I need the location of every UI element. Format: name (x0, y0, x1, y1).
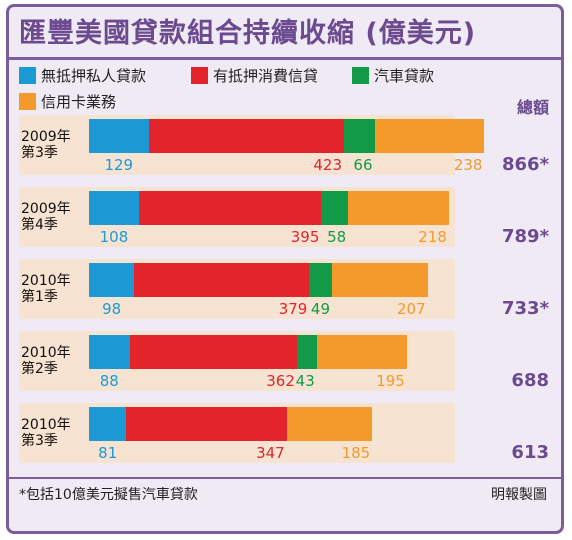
quarter-label-year: 2009年 (21, 201, 71, 217)
footer-divider (9, 477, 561, 479)
bar-segment-unsecured (89, 335, 130, 369)
value-label-card: 195 (376, 372, 405, 390)
legend-swatch-unsecured (19, 66, 36, 84)
bar-segment-unsecured (89, 119, 149, 153)
bar-segment-card (348, 191, 449, 225)
value-label-auto: 43 (295, 372, 315, 390)
legend-label-unsecured: 無抵押私人貸款 (41, 66, 147, 85)
legend-swatch-auto (352, 66, 369, 84)
bar-segment-card (332, 263, 428, 297)
bar-segment-secured (126, 407, 287, 441)
title-divider (9, 57, 561, 60)
total-value: 613 (511, 442, 549, 463)
quarter-label: 2010年 第1季 (21, 273, 87, 305)
total-value: 789* (502, 226, 549, 247)
bar-segment-card (374, 119, 485, 153)
quarter-label-quarter: 第3季 (21, 433, 58, 449)
legend-label-auto: 汽車貸款 (374, 66, 435, 85)
value-label-auto: 66 (353, 156, 373, 174)
total-header: 總額 (516, 98, 549, 117)
footnote: *包括10億美元擬售汽車貸款 (19, 487, 198, 503)
legend-item-secured: 有抵押消費信貸 (191, 65, 318, 85)
total-value: 688 (511, 370, 549, 391)
bar-segment-card (286, 407, 373, 441)
value-label-auto: 49 (310, 300, 330, 318)
bar-segment-unsecured (89, 407, 127, 441)
bar-segment-unsecured (89, 263, 135, 297)
bar-segment-secured (148, 119, 345, 153)
quarter-label-year: 2010年 (21, 345, 71, 361)
value-label-card: 207 (397, 300, 426, 318)
value-label-secured: 395 (290, 228, 320, 246)
bar-segment-auto (309, 263, 332, 297)
value-label-unsecured: 88 (99, 372, 119, 390)
bar-segment-auto (344, 119, 375, 153)
credit: 明報製圖 (491, 487, 547, 503)
value-label-unsecured: 81 (98, 444, 118, 462)
legend-item-card: 信用卡業務 (19, 91, 116, 111)
bar-segment-secured (134, 263, 310, 297)
quarter-label: 2010年 第2季 (21, 345, 87, 377)
bar-segment-secured (129, 335, 297, 369)
value-label-card: 185 (341, 444, 371, 462)
chart-title: 匯豐美國貸款組合持續收縮 (億美元) (19, 18, 477, 49)
value-label-card: 218 (418, 228, 447, 246)
quarter-label-quarter: 第1季 (21, 289, 58, 305)
bar-segment-auto (321, 191, 349, 225)
chart-frame: 匯豐美國貸款組合持續收縮 (億美元) 無抵押私人貸款 有抵押消費信貸 汽車貸款 … (6, 4, 564, 534)
value-label-secured: 362 (266, 372, 295, 390)
value-label-card: 238 (453, 156, 483, 174)
legend-swatch-card (19, 92, 36, 110)
bar-segment-card (316, 335, 407, 369)
value-label-unsecured: 129 (104, 156, 134, 174)
value-label-secured: 379 (278, 300, 308, 318)
quarter-label-year: 2010年 (21, 273, 71, 289)
quarter-label-quarter: 第3季 (21, 145, 58, 161)
bar-segment-unsecured (89, 191, 139, 225)
quarter-label: 2009年 第3季 (21, 129, 87, 161)
quarter-label-quarter: 第2季 (21, 361, 58, 377)
bar-segment-secured (138, 191, 322, 225)
quarter-label-year: 2009年 (21, 129, 71, 145)
bar-area: 2009年 第3季 129 423 66 238 866* 2009年 第4季 108 395 58 2… (9, 7, 561, 531)
legend-item-unsecured: 無抵押私人貸款 (19, 65, 146, 85)
legend-label-card: 信用卡業務 (41, 92, 117, 111)
quarter-label: 2010年 第3季 (21, 417, 87, 449)
legend-label-secured: 有抵押消費信貸 (213, 66, 319, 85)
value-label-unsecured: 98 (102, 300, 122, 318)
value-label-unsecured: 108 (99, 228, 129, 246)
total-value: 733* (502, 298, 549, 319)
total-value: 866* (502, 154, 549, 175)
value-label-secured: 423 (313, 156, 343, 174)
quarter-label-quarter: 第4季 (21, 217, 58, 233)
legend-item-auto: 汽車貸款 (352, 65, 434, 85)
bar-segment-auto (296, 335, 317, 369)
value-label-secured: 347 (256, 444, 285, 462)
quarter-label-year: 2010年 (21, 417, 71, 433)
quarter-label: 2009年 第4季 (21, 201, 87, 233)
legend-swatch-secured (191, 66, 208, 84)
value-label-auto: 58 (327, 228, 347, 246)
